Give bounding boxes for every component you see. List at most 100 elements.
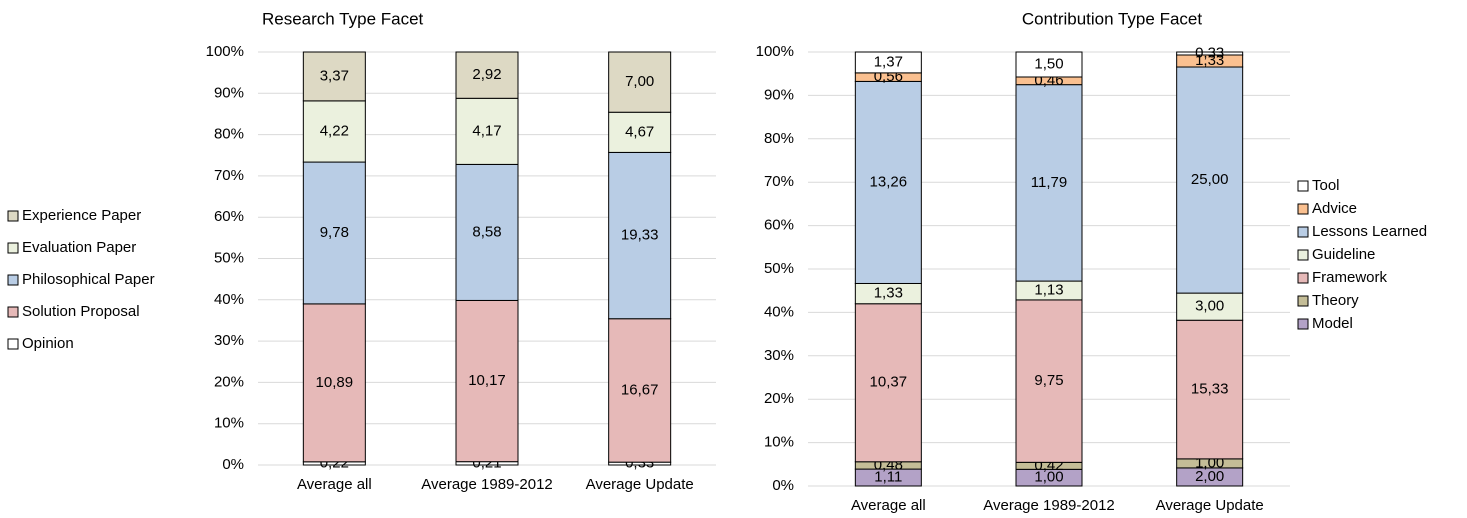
bar-segment [1176, 51, 1244, 56]
data-label: 10,89 [316, 374, 354, 391]
legend-label: Experience Paper [22, 207, 141, 224]
legend-label: Evaluation Paper [22, 239, 136, 256]
data-label: 0,33 [1195, 44, 1224, 61]
legend-label: Opinion [22, 335, 74, 352]
bar-segment [455, 97, 519, 165]
bar-segment [455, 163, 519, 301]
bar-segment [302, 100, 366, 163]
y-tick-label: 100% [206, 43, 244, 60]
data-label: 4,67 [625, 123, 654, 140]
y-tick-label: 40% [764, 303, 794, 320]
data-label: 9,78 [320, 224, 349, 241]
y-tick-label: 50% [214, 249, 244, 266]
y-tick-label: 30% [214, 332, 244, 349]
legend-swatch [1297, 318, 1309, 330]
data-label: 2,00 [1195, 468, 1224, 485]
legend-swatch [7, 274, 19, 286]
bar-segment [1176, 66, 1244, 294]
bar-segment [608, 151, 672, 320]
legend-swatch [7, 306, 19, 318]
x-tick-label: Average Update [1156, 497, 1264, 514]
data-label: 1,33 [874, 285, 903, 302]
legend-swatch [1297, 249, 1309, 261]
bar-segment [608, 51, 672, 113]
y-tick-label: 0% [772, 477, 794, 494]
data-label: 2,92 [472, 66, 501, 83]
legend-label: Solution Proposal [22, 303, 140, 320]
y-tick-label: 100% [756, 43, 794, 60]
bar-segment [1176, 319, 1244, 460]
data-label: 13,26 [870, 173, 908, 190]
data-label: 4,22 [320, 122, 349, 139]
data-label: 10,37 [870, 374, 908, 391]
y-tick-label: 70% [214, 167, 244, 184]
x-tick-label: Average all [851, 497, 926, 514]
data-label: 3,37 [320, 67, 349, 84]
legend-label: Lessons Learned [1312, 223, 1427, 240]
legend-swatch [1297, 226, 1309, 238]
bar-segment [1015, 51, 1083, 78]
legend-swatch [1297, 203, 1309, 215]
data-label: 16,67 [621, 381, 659, 398]
y-tick-label: 80% [764, 130, 794, 147]
y-tick-label: 0% [222, 456, 244, 473]
y-tick-label: 90% [214, 84, 244, 101]
legend-label: Theory [1312, 292, 1359, 309]
bar-segment [1176, 292, 1244, 321]
data-label: 4,17 [472, 122, 501, 139]
x-tick-label: Average 1989-2012 [421, 476, 553, 493]
bar-segment [455, 51, 519, 99]
legend-swatch [7, 338, 19, 350]
legend-swatch [7, 210, 19, 222]
data-label: 9,75 [1034, 372, 1063, 389]
data-label: 15,33 [1191, 381, 1229, 398]
y-tick-label: 90% [764, 86, 794, 103]
x-tick-label: Average Update [586, 476, 694, 493]
legend-swatch [7, 242, 19, 254]
data-label: 19,33 [621, 227, 659, 244]
data-label: 3,00 [1195, 298, 1224, 315]
bar-segment [854, 303, 922, 463]
bar-segment [854, 51, 922, 74]
data-label: 1,37 [874, 53, 903, 70]
y-tick-label: 50% [764, 260, 794, 277]
x-tick-label: Average 1989-2012 [983, 497, 1115, 514]
bar-segment [1015, 299, 1083, 463]
bar-segment [302, 161, 366, 305]
y-tick-label: 20% [214, 373, 244, 390]
y-tick-label: 30% [764, 347, 794, 364]
data-label: 1,00 [1034, 469, 1063, 486]
data-label: 1,11 [874, 469, 902, 486]
data-label: 25,00 [1191, 171, 1229, 188]
data-label: 7,00 [625, 73, 654, 90]
y-tick-label: 80% [214, 126, 244, 143]
data-label: 1,33 [1195, 52, 1224, 69]
y-tick-label: 10% [764, 434, 794, 451]
data-label: 11,79 [1031, 174, 1067, 191]
legend-label: Framework [1312, 269, 1388, 286]
data-label: 1,50 [1034, 55, 1063, 72]
y-tick-label: 10% [214, 415, 244, 432]
legend-label: Philosophical Paper [22, 271, 155, 288]
x-tick-label: Average all [297, 476, 372, 493]
y-tick-label: 20% [764, 390, 794, 407]
bar-segment [608, 318, 672, 463]
y-tick-label: 60% [764, 217, 794, 234]
bar-segment [302, 51, 366, 102]
legend-swatch [1297, 180, 1309, 192]
chart-title: Research Type Facet [262, 9, 424, 28]
data-label: 8,58 [472, 223, 501, 240]
legend-label: Model [1312, 315, 1353, 332]
legend-label: Guideline [1312, 246, 1375, 263]
y-tick-label: 70% [764, 173, 794, 190]
legend-label: Advice [1312, 200, 1357, 217]
legend-swatch [1297, 272, 1309, 284]
chart-title: Contribution Type Facet [1022, 9, 1202, 28]
data-label: 10,17 [468, 372, 506, 389]
legend-swatch [1297, 295, 1309, 307]
bar-segment [302, 303, 366, 463]
data-label: 1,13 [1034, 281, 1063, 298]
legend-label: Tool [1312, 177, 1340, 194]
y-tick-label: 40% [214, 291, 244, 308]
